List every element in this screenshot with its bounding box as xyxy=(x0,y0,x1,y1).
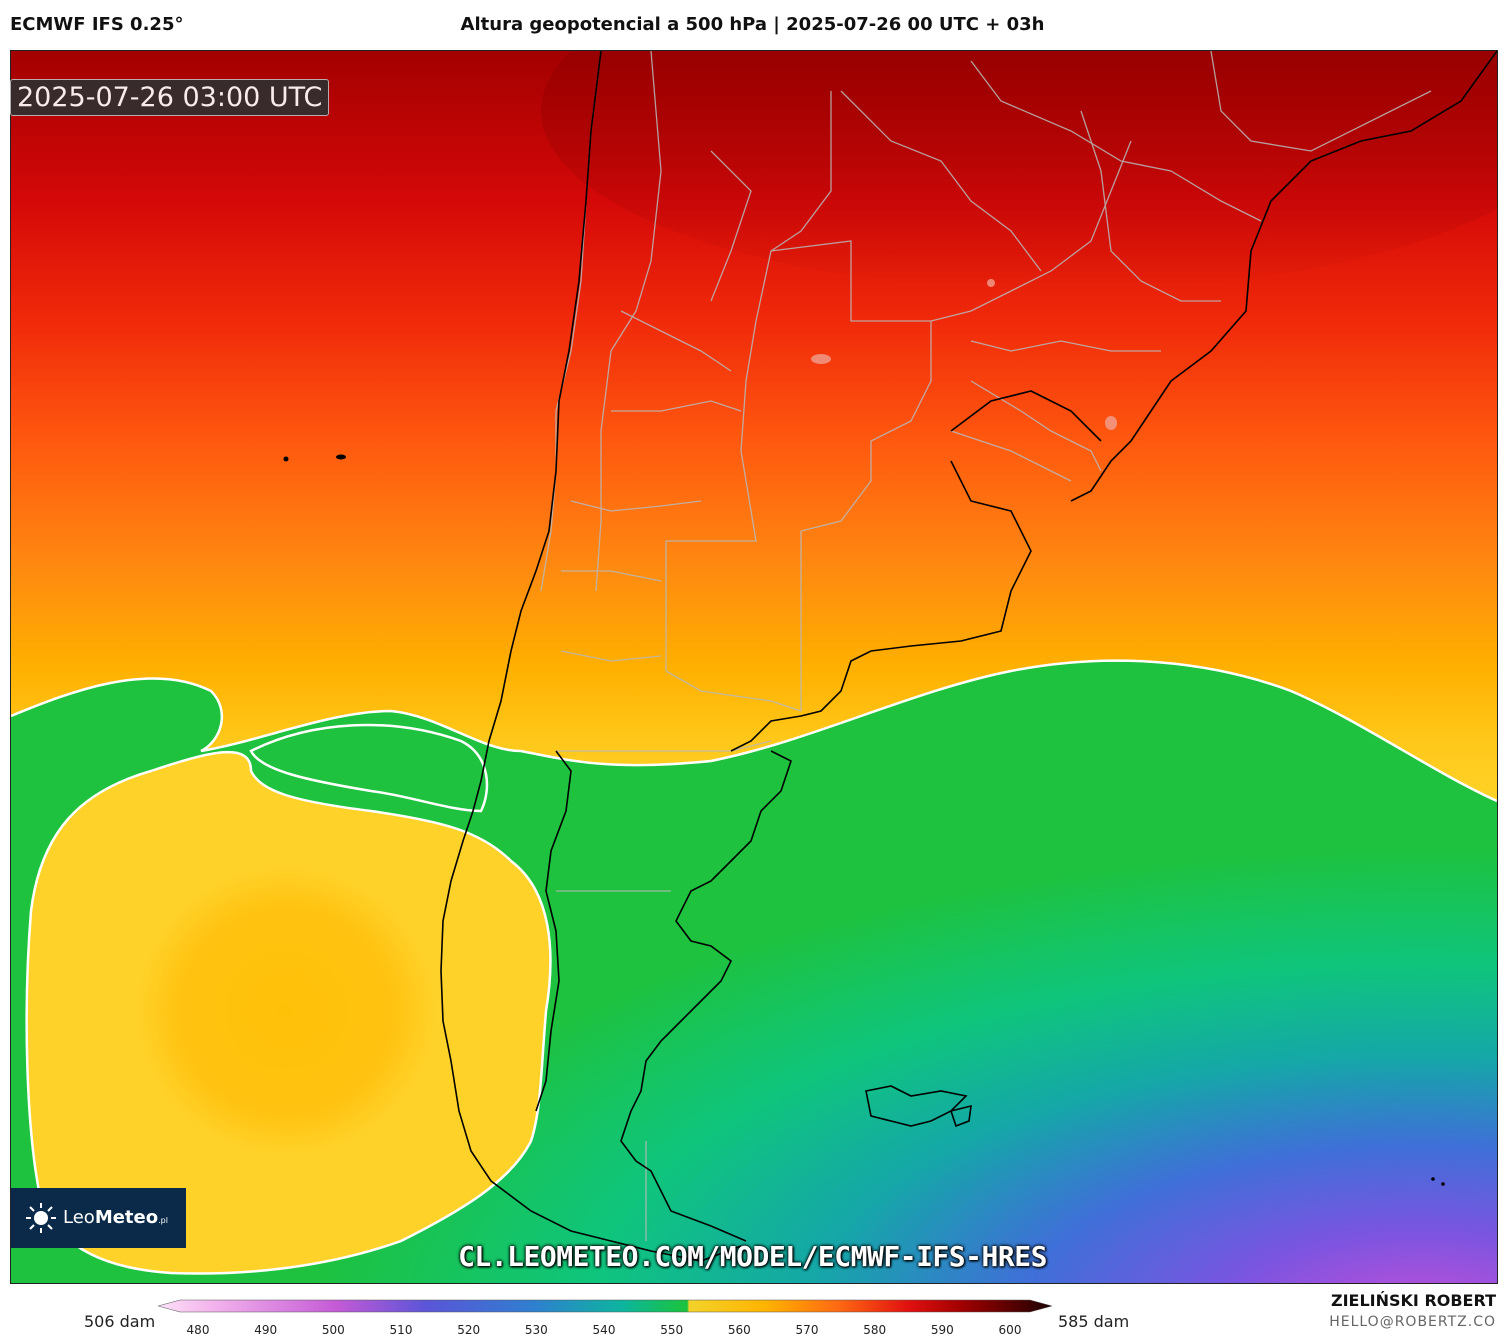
colorbar-tick: 490 xyxy=(254,1323,278,1337)
logo-text: LeoMeteo.pl xyxy=(63,1207,168,1228)
map-title: Altura geopotencial a 500 hPa | 2025-07-… xyxy=(460,14,1045,35)
colorbar-tick: 590 xyxy=(930,1323,954,1337)
colorbar-tick: 520 xyxy=(457,1323,481,1337)
colorbar-tick: 540 xyxy=(592,1323,616,1337)
colorbar-tick: 580 xyxy=(863,1323,887,1337)
logo-leo: Leo xyxy=(63,1207,95,1228)
colorbar-tick: 600 xyxy=(998,1323,1022,1337)
model-name: ECMWF IFS 0.25° xyxy=(10,14,184,35)
leometeo-logo[interactable]: LeoMeteo.pl xyxy=(11,1188,186,1248)
colorbar-min-label: 506 dam xyxy=(84,1312,156,1331)
colorbar-tick: 560 xyxy=(727,1323,751,1337)
colorbar-tick: 500 xyxy=(321,1323,345,1337)
colorbar xyxy=(158,1299,1052,1313)
colorbar-tick: 550 xyxy=(660,1323,684,1337)
author-name: ZIELIŃSKI ROBERT xyxy=(1330,1291,1496,1310)
logo-meteo: Meteo xyxy=(94,1207,159,1228)
sun-icon xyxy=(26,1203,56,1233)
author-email[interactable]: HELLO@ROBERTZ.CO xyxy=(1329,1314,1496,1330)
colorbar-tick: 570 xyxy=(795,1323,819,1337)
logo-suffix: .pl xyxy=(158,1216,168,1225)
colorbar-tick: 510 xyxy=(389,1323,413,1337)
watermark-url[interactable]: CL.LEOMETEO.COM/MODEL/ECMWF-IFS-HRES xyxy=(458,1240,1047,1273)
map-canvas xyxy=(11,51,1497,1283)
colorbar-tick: 530 xyxy=(524,1323,548,1337)
colorbar-tick: 480 xyxy=(186,1323,210,1337)
colorbar-max-label: 585 dam xyxy=(1058,1312,1130,1331)
geopotential-map xyxy=(10,50,1498,1284)
valid-time-label: 2025-07-26 03:00 UTC xyxy=(10,79,330,116)
